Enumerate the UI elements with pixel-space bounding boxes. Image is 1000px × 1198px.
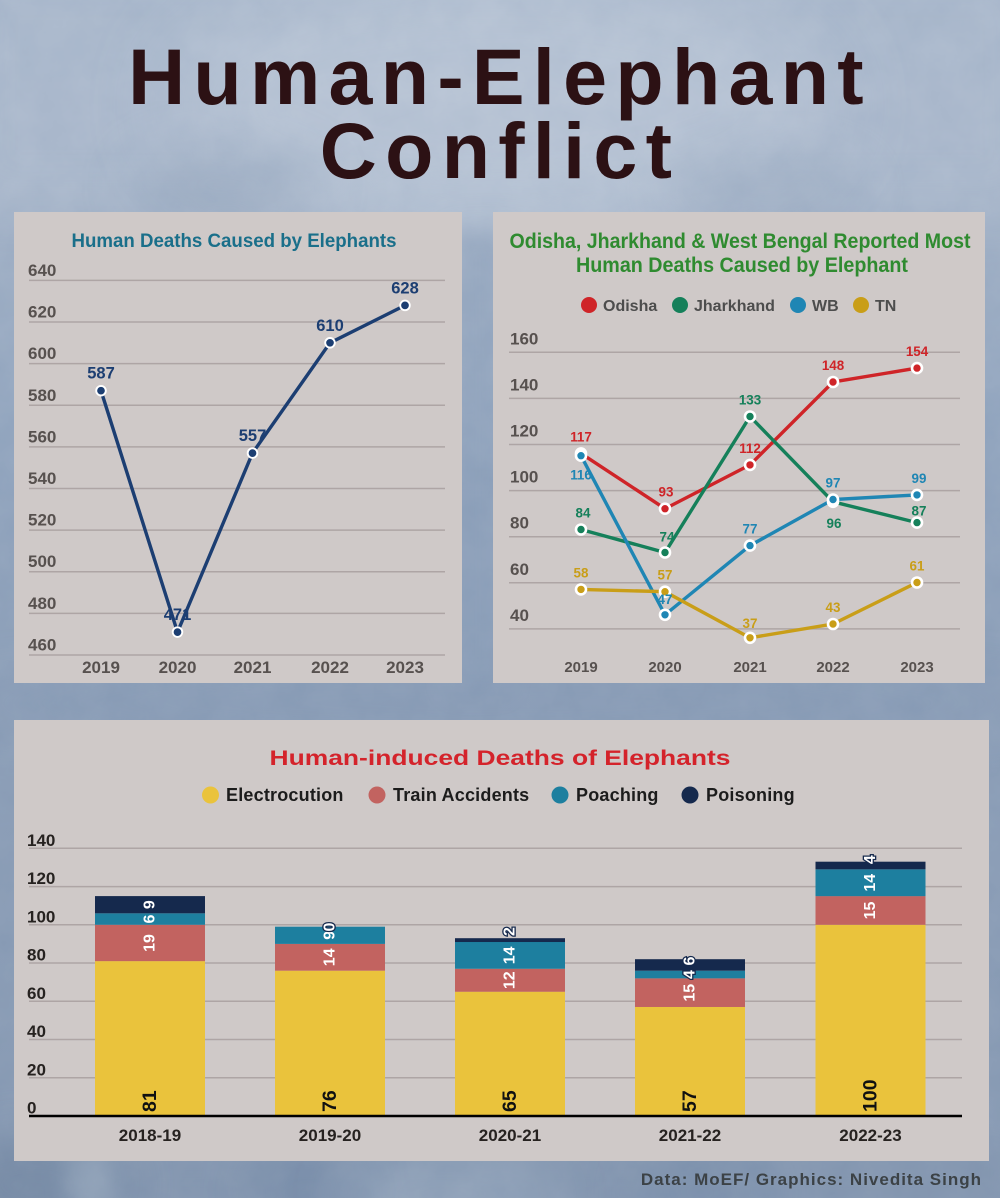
svg-text:620: 620 (28, 303, 56, 322)
svg-text:57: 57 (679, 1090, 701, 1112)
svg-text:2022-23: 2022-23 (839, 1126, 901, 1145)
svg-text:57: 57 (658, 568, 673, 583)
svg-text:0: 0 (322, 922, 339, 931)
svg-text:74: 74 (660, 530, 675, 545)
svg-text:160: 160 (510, 329, 538, 348)
svg-text:12: 12 (502, 971, 519, 989)
svg-text:0: 0 (27, 1099, 36, 1118)
svg-text:4: 4 (862, 855, 879, 864)
svg-text:Human-induced Deaths of Elepha: Human-induced Deaths of Elephants (270, 747, 731, 770)
svg-text:84: 84 (576, 506, 591, 521)
svg-text:96: 96 (827, 516, 842, 531)
svg-text:560: 560 (28, 427, 56, 446)
svg-text:93: 93 (659, 485, 674, 500)
svg-text:14: 14 (502, 946, 519, 964)
svg-text:587: 587 (87, 365, 115, 383)
svg-text:Train Accidents: Train Accidents (393, 785, 529, 805)
svg-text:112: 112 (739, 441, 761, 456)
svg-text:99: 99 (912, 471, 927, 486)
svg-text:100: 100 (510, 468, 538, 487)
svg-text:2019-20: 2019-20 (299, 1126, 361, 1145)
svg-text:4: 4 (682, 970, 699, 979)
svg-text:117: 117 (570, 429, 592, 444)
svg-text:14: 14 (322, 948, 339, 966)
svg-text:2023: 2023 (386, 658, 424, 677)
svg-text:610: 610 (316, 317, 344, 335)
svg-text:460: 460 (28, 636, 56, 655)
svg-text:WB: WB (812, 298, 839, 315)
svg-text:Poaching: Poaching (576, 785, 659, 805)
svg-text:120: 120 (510, 422, 538, 441)
svg-text:520: 520 (28, 511, 56, 530)
svg-text:2020-21: 2020-21 (479, 1126, 541, 1145)
svg-text:TN: TN (875, 298, 896, 315)
svg-text:2: 2 (502, 927, 519, 936)
svg-text:2021-22: 2021-22 (659, 1126, 721, 1145)
svg-text:77: 77 (743, 522, 758, 537)
svg-text:97: 97 (826, 476, 841, 491)
svg-text:480: 480 (28, 594, 56, 613)
svg-text:15: 15 (682, 984, 699, 1002)
svg-text:154: 154 (906, 344, 929, 359)
svg-text:580: 580 (28, 386, 56, 405)
svg-text:20: 20 (27, 1060, 46, 1079)
svg-text:19: 19 (142, 934, 159, 952)
svg-text:37: 37 (743, 616, 758, 631)
svg-text:81: 81 (139, 1090, 161, 1112)
svg-text:500: 500 (28, 552, 56, 571)
svg-text:61: 61 (910, 559, 925, 574)
svg-text:80: 80 (27, 946, 46, 965)
svg-text:Human Deaths Caused by Elephan: Human Deaths Caused by Elephants (72, 231, 397, 252)
svg-text:80: 80 (510, 514, 529, 533)
svg-text:Odisha: Odisha (603, 298, 657, 315)
svg-text:2022: 2022 (816, 659, 849, 676)
svg-text:Poisoning: Poisoning (706, 785, 795, 805)
svg-text:2020: 2020 (159, 658, 197, 677)
svg-text:100: 100 (860, 1079, 882, 1112)
svg-text:40: 40 (510, 606, 529, 625)
svg-text:133: 133 (739, 393, 761, 408)
svg-text:640: 640 (28, 261, 56, 280)
svg-text:540: 540 (28, 469, 56, 488)
svg-text:140: 140 (510, 375, 538, 394)
svg-text:2021: 2021 (234, 658, 272, 677)
svg-text:2019: 2019 (564, 659, 597, 676)
svg-text:9: 9 (142, 900, 159, 909)
svg-text:87: 87 (912, 504, 927, 519)
svg-text:47: 47 (658, 592, 673, 607)
svg-text:116: 116 (570, 468, 592, 483)
svg-text:2018-19: 2018-19 (119, 1126, 181, 1145)
svg-text:Odisha, Jharkhand & West Benga: Odisha, Jharkhand & West Bengal Reported… (510, 230, 971, 253)
svg-text:2022: 2022 (311, 658, 349, 677)
svg-text:471: 471 (164, 606, 192, 624)
svg-text:43: 43 (826, 600, 841, 615)
svg-text:40: 40 (27, 1022, 46, 1041)
svg-text:Electrocution: Electrocution (226, 785, 344, 805)
svg-text:2021: 2021 (733, 659, 766, 676)
svg-text:60: 60 (510, 560, 529, 579)
svg-text:148: 148 (822, 358, 845, 373)
svg-text:628: 628 (391, 279, 419, 297)
svg-text:9: 9 (322, 931, 339, 940)
svg-text:58: 58 (574, 565, 589, 580)
svg-text:76: 76 (319, 1090, 341, 1112)
svg-text:140: 140 (27, 831, 55, 850)
svg-text:2020: 2020 (648, 659, 681, 676)
svg-text:120: 120 (27, 869, 55, 888)
svg-text:2023: 2023 (900, 659, 933, 676)
svg-text:Jharkhand: Jharkhand (694, 298, 775, 315)
svg-text:6: 6 (142, 915, 159, 924)
svg-text:600: 600 (28, 344, 56, 363)
svg-text:6: 6 (682, 956, 699, 965)
svg-text:100: 100 (27, 907, 55, 926)
svg-text:60: 60 (27, 984, 46, 1003)
svg-text:Human Deaths Caused by Elephan: Human Deaths Caused by Elephant (576, 254, 908, 277)
svg-text:557: 557 (239, 427, 267, 445)
svg-text:15: 15 (862, 902, 879, 920)
svg-text:65: 65 (499, 1090, 521, 1112)
svg-text:2019: 2019 (82, 658, 120, 677)
svg-text:14: 14 (862, 874, 879, 892)
